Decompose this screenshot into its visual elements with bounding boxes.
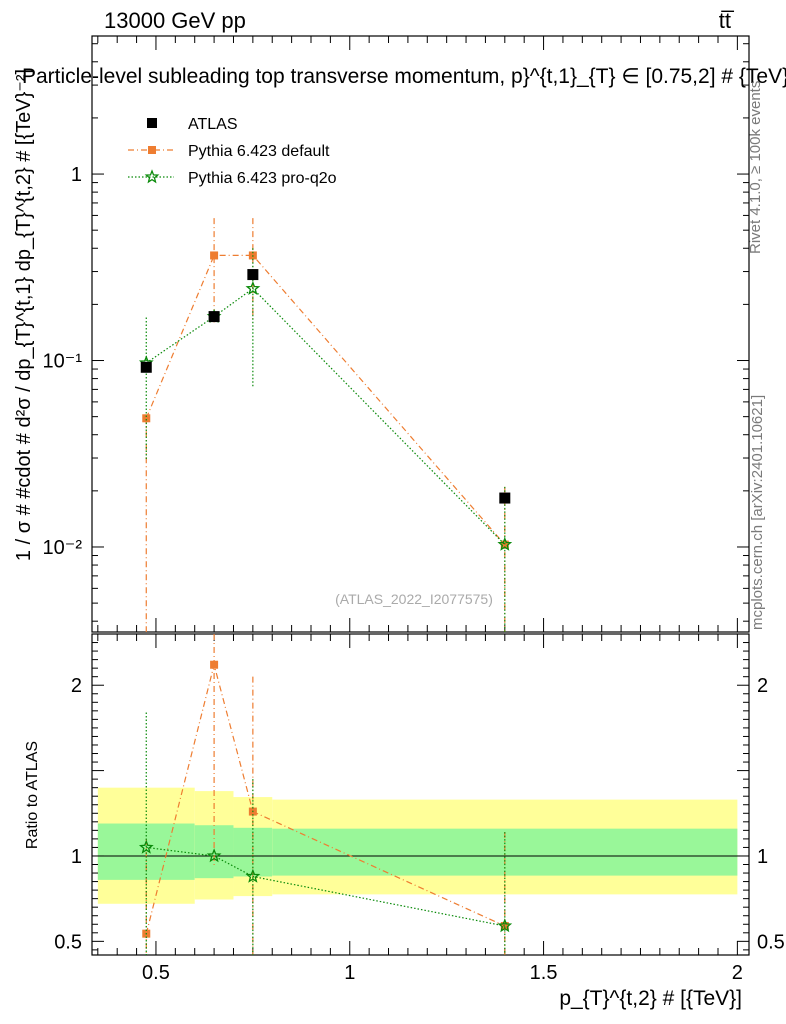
legend-marker-pythia-pro-q2o	[144, 169, 160, 184]
ratio-point-pythia-6-423-pro-q2o	[497, 918, 513, 933]
main-line-pythia-6-423-pro-q2o	[145, 287, 506, 546]
ratio-panel: 0.5 1 1.5 2 0.5 0.5 1 1 2 2	[54, 633, 785, 984]
legend-label-pythia-default: Pythia 6.423 default	[188, 143, 330, 160]
legend-entry-pythia-default: Pythia 6.423 default	[128, 143, 330, 160]
plot-title: Particle-level subleading top transverse…	[22, 65, 786, 88]
legend-entry-atlas: ATLAS	[147, 116, 238, 133]
ratio-y-axis-label: Ratio to ATLAS	[24, 741, 41, 849]
main-y-axis-label: 1 / σ # #cdot # d²σ / dp_{T}^{t,1} dp_{T…	[13, 69, 35, 561]
ratio-point-pythia-6-423-default	[500, 921, 509, 930]
ratio-line-pythia-6-423-default	[145, 664, 506, 934]
x-tick-label: 1.5	[530, 962, 558, 984]
ratio-point-pythia-6-423-pro-q2o	[206, 848, 222, 863]
main-y-tick-label: 1	[71, 164, 82, 186]
main-point-pythia-6-423-pro-q2o	[497, 536, 513, 551]
process-label: tt̅	[719, 8, 735, 33]
x-tick-label: 0.5	[142, 962, 170, 984]
main-point-pythia-6-423-default	[500, 540, 509, 549]
ratio-frame	[91, 633, 750, 956]
analysis-watermark: (ATLAS_2022_I2077575)	[335, 591, 493, 607]
main-y-tick-label: 10⁻¹	[43, 351, 83, 373]
legend-label-atlas: ATLAS	[188, 116, 238, 133]
main-point-pythia-6-423-pro-q2o	[245, 280, 261, 295]
ratio-y-tick-label-right: 2	[757, 675, 768, 697]
legend: ATLAS Pythia 6.423 default Pythia 6.423 …	[128, 116, 337, 187]
ratio-point-pythia-6-423-default	[210, 660, 219, 669]
ratio-point-pythia-6-423-pro-q2o	[138, 839, 154, 854]
ratio-y-tick-label: 1	[71, 846, 82, 868]
main-point-atlas	[247, 269, 259, 281]
x-axis-label: p_{T}^{t,2} # [{TeV}]	[559, 987, 742, 1010]
main-y-tick-label: 10⁻²	[43, 537, 83, 559]
ratio-point-pythia-6-423-pro-q2o	[245, 868, 261, 883]
main-point-atlas	[140, 361, 152, 373]
main-point-atlas	[208, 311, 220, 323]
main-frame	[91, 35, 750, 633]
x-tick-label: 2	[732, 962, 743, 984]
ratio-y-tick-label: 0.5	[54, 931, 82, 953]
main-panel: 10⁻² 10⁻¹ 1	[43, 35, 750, 633]
main-line-pythia-6-423-default	[145, 254, 506, 545]
legend-marker-pythia-default	[148, 146, 156, 154]
ratio-y-tick-label: 2	[71, 675, 82, 697]
main-point-pythia-6-423-default	[142, 414, 151, 423]
energy-label: 13000 GeV pp	[104, 8, 246, 33]
ratio-y-tick-label-right: 0.5	[757, 931, 785, 953]
rivet-label: Rivet 4.1.0, ≥ 100k events	[747, 81, 764, 254]
legend-entry-pythia-pro-q2o: Pythia 6.423 pro-q2o	[128, 169, 337, 187]
main-point-pythia-6-423-default	[210, 251, 219, 260]
mcplots-label: mcplots.cern.ch [arXiv:2401.10621]	[749, 395, 766, 630]
main-point-atlas	[499, 492, 511, 504]
legend-marker-atlas	[147, 118, 157, 128]
legend-label-pythia-pro-q2o: Pythia 6.423 pro-q2o	[188, 170, 337, 187]
ratio-y-tick-label-right: 1	[757, 846, 768, 868]
x-tick-label: 1	[344, 962, 355, 984]
